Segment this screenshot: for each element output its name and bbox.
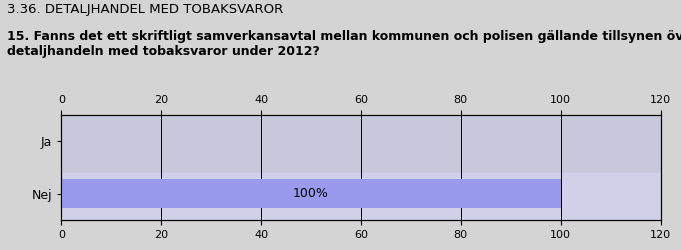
Text: 3.36. DETALJHANDEL MED TOBAKSVAROR: 3.36. DETALJHANDEL MED TOBAKSVAROR (7, 2, 283, 16)
Bar (61, 179, 560, 208)
Bar (61, 173, 661, 220)
Text: 15. Fanns det ett skriftligt samverkansavtal mellan kommunen och polisen gälland: 15. Fanns det ett skriftligt samverkansa… (7, 30, 681, 58)
Text: 100%: 100% (293, 187, 329, 200)
